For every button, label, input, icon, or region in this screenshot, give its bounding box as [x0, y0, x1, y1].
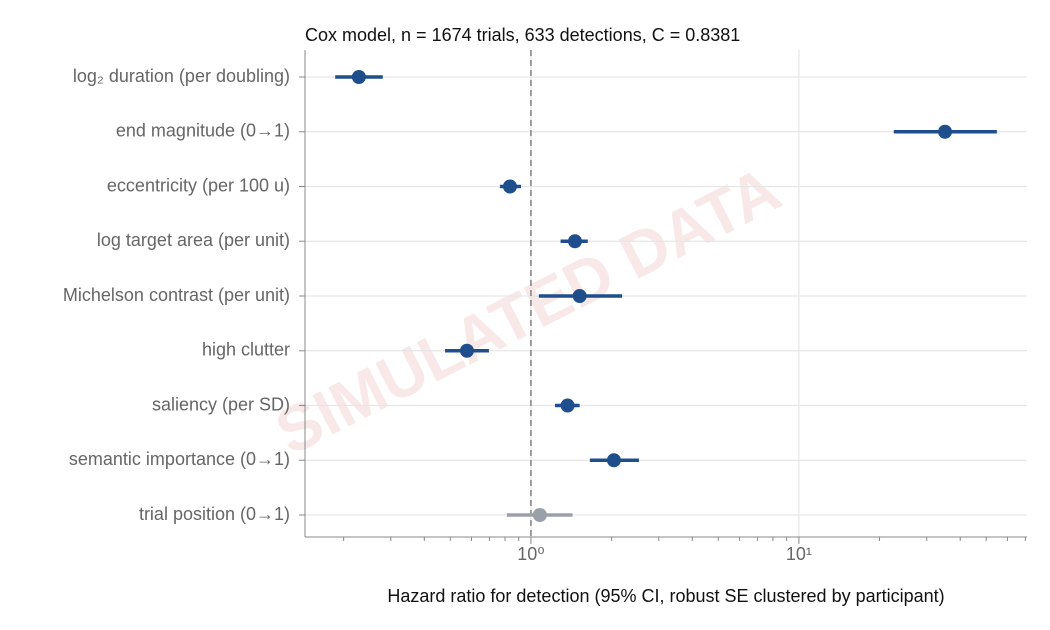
x-axis-label: Hazard ratio for detection (95% CI, robu…: [387, 586, 944, 606]
point-estimate: [560, 398, 575, 413]
y-tick-label: trial position (0→1): [139, 504, 290, 524]
y-tick-label: log target area (per unit): [97, 230, 290, 250]
y-tick-label: log₂ duration (per doubling): [73, 66, 290, 86]
y-tick-label: end magnitude (0→1): [116, 121, 290, 141]
watermark: SIMULATED DATA: [264, 152, 791, 468]
point-estimate: [351, 70, 366, 84]
point-estimate: [938, 124, 953, 139]
point-estimate: [459, 343, 474, 358]
y-tick-label: semantic importance (0→1): [69, 449, 290, 469]
point-estimate: [532, 508, 547, 522]
y-tick-label: saliency (per SD): [152, 394, 290, 414]
y-tick-label: high clutter: [202, 340, 290, 360]
y-tick-label: Michelson contrast (per unit): [63, 285, 290, 305]
point-estimate: [572, 289, 587, 303]
point-estimate: [502, 179, 517, 194]
y-tick-label: eccentricity (per 100 u): [107, 175, 290, 195]
x-tick-label: 10⁰: [517, 544, 544, 564]
point-estimate: [606, 453, 621, 468]
point-estimate: [567, 234, 582, 249]
x-tick-label: 10¹: [786, 544, 812, 564]
chart-title: Cox model, n = 1674 trials, 633 detectio…: [305, 25, 740, 45]
